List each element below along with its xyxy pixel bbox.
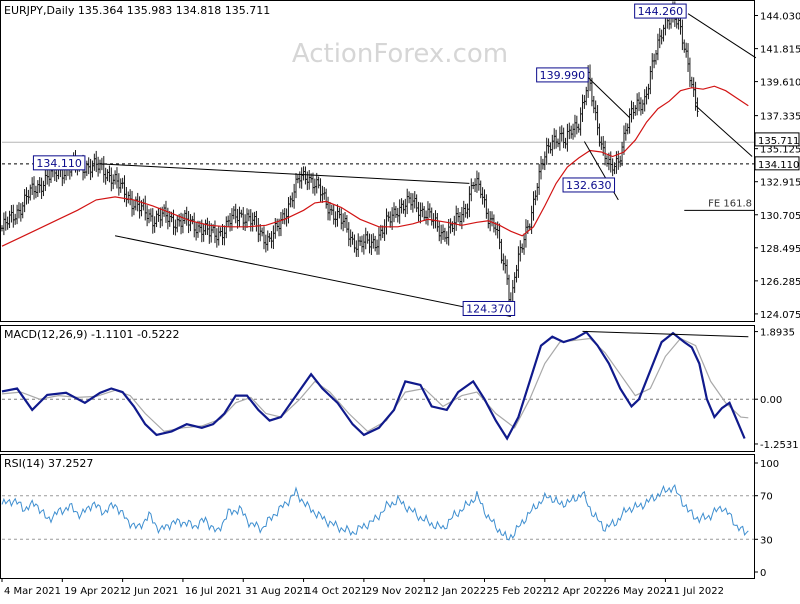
- macd-y-tick-label: 1.8935: [760, 328, 795, 339]
- rsi-y-tick-label: 100: [760, 459, 779, 470]
- price-y-tick-label: 144.030: [760, 12, 800, 23]
- rsi-line: [1, 483, 749, 541]
- price-lines: 134.110 139.990 132.630 144.260 124.370: [0, 1, 757, 318]
- x-tick-label: 2 Jun 2021: [125, 586, 179, 597]
- price-annotation: 132.630: [562, 177, 616, 193]
- rsi-y-tick-label: 30: [760, 535, 773, 546]
- trendline-1: [114, 235, 511, 318]
- trendline-0: [99, 163, 470, 184]
- price-y-tick-label: 126.285: [760, 277, 800, 288]
- price-grid: FE 161.8: [2, 141, 754, 211]
- fe-label: FE 161.8: [708, 198, 752, 209]
- x-tick-label: 16 Jul 2021: [185, 586, 242, 597]
- trendline-4: [687, 13, 757, 59]
- x-tick-label: 25 Feb 2022: [486, 586, 548, 597]
- rsi-panel-frame: [0, 454, 755, 579]
- x-tick-label: 4 Mar 2021: [4, 586, 61, 597]
- macd-trendline: [582, 330, 749, 338]
- price-annotation: 134.110: [32, 155, 86, 171]
- x-tick-label: 31 Aug 2021: [245, 586, 309, 597]
- price-y-tick-label: 130.705: [760, 211, 800, 222]
- annotation-box: [32, 155, 86, 171]
- annotation-text: 132.630: [566, 179, 612, 192]
- price-annotation: 139.990: [536, 67, 589, 83]
- price-y-tick-label: 128.495: [760, 244, 800, 255]
- annotation-text: 144.260: [638, 5, 684, 18]
- macd-y-tick-label: -1.2531: [760, 440, 799, 451]
- annotation-box: [536, 67, 589, 83]
- annotation-text: 139.990: [540, 69, 586, 82]
- trendline-2: [585, 75, 630, 118]
- annotation-box: [562, 177, 616, 193]
- x-tick-label: 11 Jul 2022: [667, 586, 724, 597]
- macd-y-tick-label: 0.00: [760, 395, 782, 406]
- price-y-tick-label: 135.125: [760, 145, 800, 156]
- x-tick-label: 19 Apr 2021: [64, 586, 126, 597]
- axes: 144.030 141.815 139.610 137.335 135.125 132.9…: [1, 12, 800, 597]
- level-price-box: [754, 156, 800, 171]
- rsi-title: RSI(14) 37.2527: [4, 457, 93, 470]
- price-y-tick-label: 124.075: [760, 310, 800, 321]
- rsi-plot: [1, 483, 754, 541]
- rsi-y-tick-label: 70: [760, 492, 773, 503]
- annotation-text: 134.110: [36, 157, 82, 170]
- x-tick-label: 14 Oct 2021: [306, 586, 368, 597]
- annotation-text: 124.370: [466, 302, 512, 315]
- price-annotation: 144.260: [634, 3, 687, 19]
- macd-title: MACD(12,26,9) -1.1101 -0.5222: [4, 328, 179, 341]
- x-tick-label: 12 Apr 2022: [547, 586, 609, 597]
- level-price-label: 134.110: [758, 160, 799, 171]
- price-y-tick-label: 139.610: [760, 78, 800, 89]
- price-y-tick-label: 141.815: [760, 45, 800, 56]
- macd-plot: [1, 330, 754, 441]
- rsi-y-tick-label: 0: [760, 568, 766, 579]
- price-y-tick-label: 137.335: [760, 112, 800, 123]
- macd-line: [1, 330, 746, 441]
- annotation-box: [634, 3, 687, 19]
- x-tick-label: 29 Nov 2021: [366, 586, 430, 597]
- watermark: ActionForex.com: [292, 39, 508, 69]
- last-price-box: [754, 132, 800, 147]
- price-y-tick-label: 132.915: [760, 178, 800, 189]
- x-tick-label: 26 May 2022: [607, 586, 672, 597]
- macd-panel-frame: [0, 325, 755, 452]
- symbol-info: EURJPY,Daily 135.364 135.983 134.818 135…: [4, 4, 270, 17]
- trendline-5: [695, 105, 753, 157]
- sma-line: [1, 85, 749, 247]
- price-annotation: 124.370: [462, 300, 516, 316]
- x-tick-label: 12 Jan 2022: [426, 586, 486, 597]
- annotation-box: [462, 300, 516, 316]
- last-price-label: 135.711: [758, 136, 799, 147]
